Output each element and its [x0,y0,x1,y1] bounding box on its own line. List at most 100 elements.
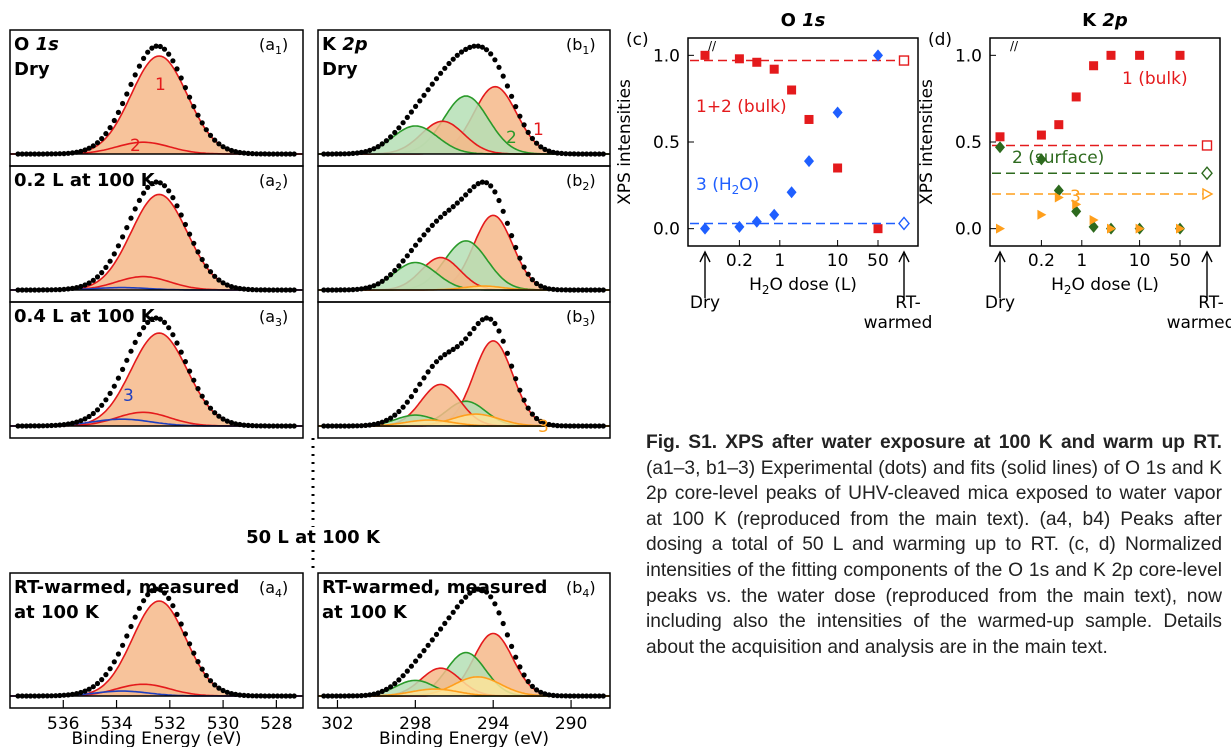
data-dot [203,127,209,133]
data-dot [513,654,519,660]
data-dot [388,684,394,690]
data-dot [90,684,96,690]
data-dot [354,286,360,292]
tick-label: 302 [321,714,353,734]
data-dot [111,251,117,257]
data-dot [166,595,172,602]
data-dot [600,287,606,293]
series-1 [690,49,910,235]
data-dot [350,423,356,429]
data-dot [99,136,105,142]
data-dot [559,423,565,429]
data-dot [467,590,473,596]
data-dot [136,331,142,337]
panel-label: K 2p [322,34,368,55]
data-dot [534,280,540,287]
data-point [1071,92,1081,102]
data-dot [86,686,92,692]
data-dot [571,423,577,429]
data-dot [388,415,394,421]
data-dot [575,151,581,157]
data-dot [454,52,460,58]
data-dot [408,247,414,254]
data-dot [128,215,134,221]
data-dot [279,693,285,699]
data-dot [141,190,147,196]
data-dot [392,681,398,687]
panel-label: O 1s [14,34,59,55]
component-fill [10,194,303,290]
data-dot [32,151,38,157]
data-dot [529,411,536,417]
data-dot [596,287,602,293]
data-dot [446,60,452,67]
data-dot [538,144,544,150]
data-dot [207,269,214,275]
series-annotation: 1+2 (bulk) [696,97,787,117]
data-dot [554,287,561,293]
data-dot [500,620,506,627]
data-dot [371,283,377,289]
data-dot [383,275,389,281]
tick-label: 530 [207,714,239,734]
data-dot [145,49,151,55]
tick-label: 532 [154,714,186,734]
data-dot [513,376,519,382]
data-dot [433,76,440,82]
data-dot [245,286,251,292]
x-tick-label: 50 [1169,251,1191,271]
data-point [751,215,762,228]
data-dot [86,413,92,420]
data-dot [450,56,456,62]
data-dot [74,691,80,697]
data-dot [404,668,410,674]
data-dot [400,673,406,679]
data-dot [379,419,385,425]
data-dot [433,218,440,224]
data-dot [392,129,398,136]
data-point [769,208,780,221]
data-dot [579,287,586,293]
data-dot [90,277,96,283]
data-dot [483,180,490,186]
data-dot [534,415,540,422]
data-dot [287,423,293,429]
component-fill [318,240,610,290]
data-dot [592,151,598,157]
data-dot [40,151,46,157]
data-dot [517,113,523,119]
data-point [996,223,1005,234]
data-dot [588,693,594,699]
data-dot [94,680,101,687]
data-dot [78,689,84,696]
data-dot [174,203,180,209]
data-dot [504,220,510,226]
data-dot [375,281,381,287]
xps-panel-b4: RT-warmed, measured at 100 K (b4) [317,572,611,709]
data-dot [203,263,209,269]
data-dot [371,421,377,427]
xps-panel-b2: (b2) [317,165,611,303]
series-annotation: 3 (H2O) [696,175,759,197]
x-axis-label: H2O dose (L) [749,275,857,297]
data-dot [496,64,502,70]
data-point [1054,192,1064,203]
data-dot [463,594,469,600]
data-dot [475,586,481,592]
data-dot [124,91,130,97]
data-dot [400,120,406,126]
component-fill [318,96,610,154]
data-dot [94,140,101,146]
arrow-label: warmed [864,313,933,333]
data-dot [375,144,381,150]
data-dot [61,422,67,428]
data-dot [36,287,42,293]
data-dot [132,339,138,345]
data-dot [596,693,602,699]
data-dot [438,626,444,632]
data-dot [182,631,188,637]
x-tick-label: 50 [867,251,889,271]
data-dot [274,287,281,293]
data-dot [174,611,180,618]
data-dot [337,423,344,429]
